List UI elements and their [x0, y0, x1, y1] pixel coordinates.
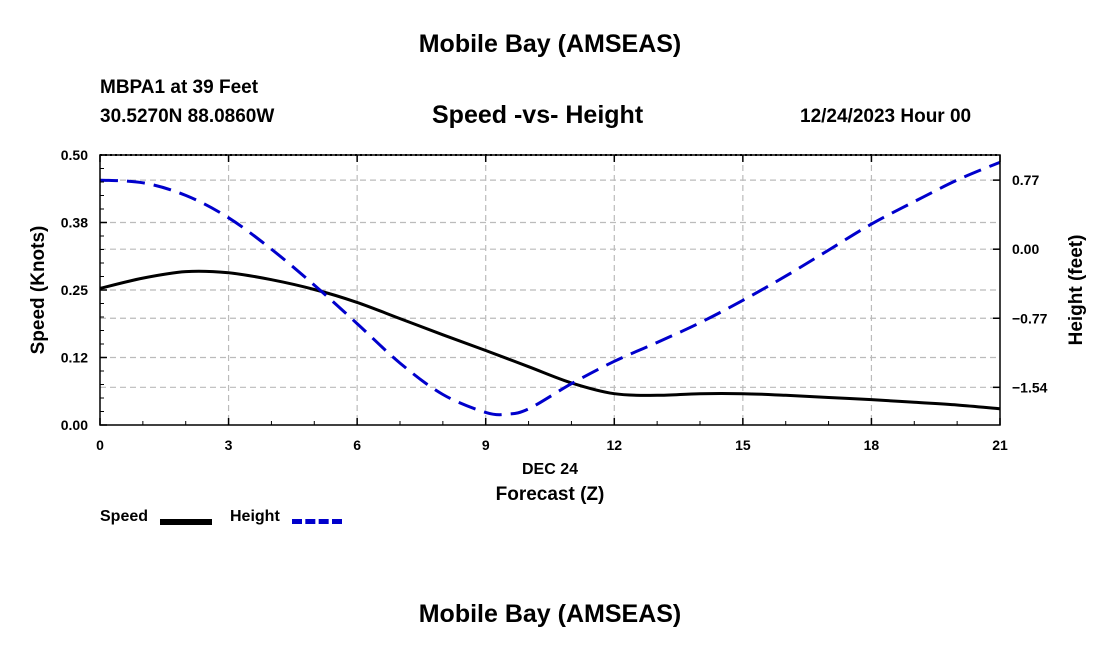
- y2-tick-label: 0.00: [1012, 241, 1039, 257]
- x-tick-label: 0: [96, 437, 104, 453]
- x-tick-label: 9: [482, 437, 490, 453]
- x-axis-date-label: DEC 24: [522, 461, 578, 478]
- station-coordinates: 30.5270N 88.0860W: [100, 106, 275, 127]
- x-tick-label: 18: [864, 437, 880, 453]
- x-tick-label: 15: [735, 437, 751, 453]
- axis-ticks: 0 3 6 9 12 15 18 21 0.00 0.12 0.25 0.38 0.50 0.77 0.00…: [61, 147, 1048, 453]
- x-tick-label: 12: [606, 437, 622, 453]
- y2-axis-label: Height (feet): [1066, 235, 1087, 346]
- legend-speed-swatch: [160, 519, 212, 525]
- y-tick-label: 0.12: [61, 350, 88, 366]
- series-lines: [99, 160, 1001, 417]
- forecast-date: 12/24/2023 Hour 00: [800, 106, 972, 127]
- y-tick-label: 0.00: [61, 417, 88, 433]
- legend-height-label: Height: [230, 508, 280, 525]
- y2-tick-label: −1.54: [1012, 379, 1048, 395]
- speed-height-chart: 0 3 6 9 12 15 18 21 0.00 0.12 0.25 0.38 0.50 0.77 0.00…: [28, 147, 1087, 505]
- y2-tick-label: 0.77: [1012, 172, 1039, 188]
- y-axis-label: Speed (Knots): [28, 226, 49, 355]
- y-tick-label: 0.38: [61, 215, 88, 231]
- speed-series-line: [99, 269, 1001, 411]
- plot-title: Speed -vs- Height: [432, 101, 644, 129]
- x-tick-label: 3: [225, 437, 233, 453]
- x-tick-label: 21: [992, 437, 1008, 453]
- legend-speed-label: Speed: [100, 508, 149, 525]
- y-tick-label: 0.25: [61, 282, 88, 298]
- y2-tick-label: −0.77: [1012, 310, 1048, 326]
- legend-height-swatch: [292, 519, 342, 524]
- main-title: Mobile Bay (AMSEAS): [418, 30, 682, 58]
- footer-title: Mobile Bay (AMSEAS): [418, 600, 682, 628]
- height-series-line: [99, 160, 1001, 417]
- station-label: MBPA1 at 39 Feet: [100, 77, 259, 98]
- x-tick-label: 6: [353, 437, 361, 453]
- x-axis-label: Forecast (Z): [496, 484, 605, 505]
- y-tick-label: 0.50: [61, 147, 88, 163]
- grid: [100, 155, 1000, 425]
